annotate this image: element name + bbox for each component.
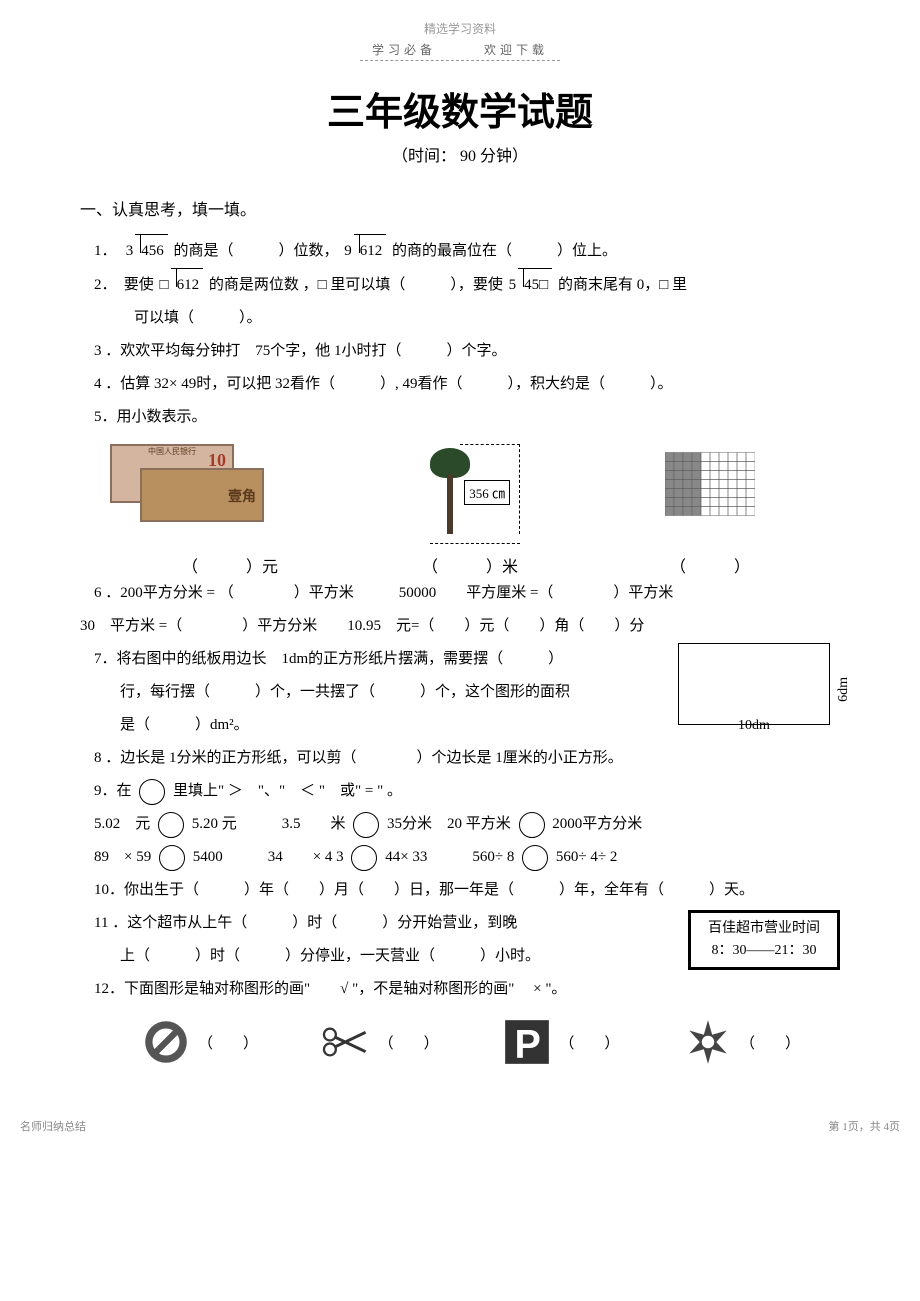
star-icon xyxy=(682,1016,734,1068)
q9-r1a: 5.02 元 xyxy=(94,816,154,832)
q11-a: 11 ．这个超市从上午（ ）时（ ）分开始营业，到晚 xyxy=(94,907,668,940)
question-5-head: 5．用小数表示。 xyxy=(94,401,840,434)
store-name: 百佳超市营业时间 xyxy=(708,918,820,940)
p-sign-icon: P xyxy=(501,1016,553,1068)
question-12-shapes: （ ） （ ） P （ ） （ ） xyxy=(140,1016,800,1068)
q5-tree-cell: 356 ㎝ xyxy=(350,444,590,549)
q9-r2d: 560÷ 4÷ 2 xyxy=(556,849,617,865)
circle-icon xyxy=(519,812,545,838)
q2-a: 要使 xyxy=(124,277,158,293)
q1-div1-dividend: 456 xyxy=(135,234,168,268)
q1-mid: 的商是（ ）位数， xyxy=(174,243,339,259)
store-hours: 8：30——21：30 xyxy=(708,940,820,962)
q1-div2: 9612 xyxy=(344,234,386,268)
question-9-head: 9．在 里填上" ＞ "、" ＜ " 或" = " 。 xyxy=(94,775,840,808)
q9-r1c: 35分米 20 平方米 xyxy=(387,816,515,832)
q9-r1b: 5.20 元 3.5 米 xyxy=(192,816,350,832)
question-12-head: 12．下面图形是轴对称图形的画" √ "，不是轴对称图形的画" × "。 xyxy=(94,973,840,1006)
banknote-jiao xyxy=(140,468,264,522)
q12-blank3: （ ） xyxy=(559,1032,619,1053)
shape-scissors: （ ） xyxy=(321,1016,439,1068)
q12-blank4: （ ） xyxy=(740,1032,800,1053)
q7-width-label: 10dm xyxy=(679,711,829,742)
q1-num: 1． xyxy=(94,235,120,268)
q2-b: 的商是两位数 ，□ 里可以填（ ），要使 xyxy=(209,277,507,293)
question-2: 2． 要使 □612 的商是两位数 ，□ 里可以填（ ），要使 545□ 的商末… xyxy=(94,268,840,335)
store-hours-box: 百佳超市营业时间 8：30——21：30 xyxy=(688,910,840,971)
q2-div1: □612 xyxy=(160,268,204,302)
circle-icon xyxy=(158,812,184,838)
question-6a: 6 ．200平方分米 = （ ）平方米 50000 平方厘米 =（ ）平方米 xyxy=(94,577,840,610)
q9-r2b: 5400 34 × 4 3 xyxy=(193,849,348,865)
shape-p: P （ ） xyxy=(501,1016,619,1068)
q5-captions: （ ）元 （ ）米 （ ） xyxy=(110,553,830,577)
q7-c: 是（ ）dm²。 xyxy=(120,709,668,742)
page-subtitle: （时间： 90 分钟） xyxy=(80,142,840,166)
question-7: 7．将右图中的纸板用边长 1dm的正方形纸片摆满，需要摆（ ） 行，每行摆（ ）… xyxy=(94,643,840,742)
question-9-row2: 89 × 59 5400 34 × 4 3 44× 33 560÷ 8 560÷… xyxy=(94,841,840,874)
q5-grid-cell xyxy=(590,444,830,549)
q9-r2a: 89 × 59 xyxy=(94,849,155,865)
question-3: 3 ．欢欢平均每分钟打 75个字，他 1小时打（ ）个字。 xyxy=(94,335,840,368)
question-5-images: 中国人民银行 356 ㎝ xyxy=(110,444,830,549)
q5-money-cell: 中国人民银行 xyxy=(110,444,350,549)
q2-div2: 545□ xyxy=(509,268,553,302)
q9-r2c: 44× 33 560÷ 8 xyxy=(385,849,518,865)
circle-icon xyxy=(353,812,379,838)
q2-div1-dividend: 612 xyxy=(171,268,204,302)
circle-icon xyxy=(139,779,165,805)
section-1-head: 一、认真思考，填一填。 xyxy=(80,196,840,220)
question-8: 8 ．边长是 1分米的正方形纸，可以剪（ ）个边长是 1厘米的小正方形。 xyxy=(94,742,840,775)
question-9-row1: 5.02 元 5.20 元 3.5 米 35分米 20 平方米 2000平方分米 xyxy=(94,808,840,841)
q1-div1: 3456 xyxy=(126,234,168,268)
grid-image xyxy=(665,444,755,524)
q7-height-label: 6dm xyxy=(829,677,860,702)
page-footer: 名师归纳总结 第 1页，共 4页 xyxy=(0,1118,920,1134)
top-label: 精选学习资料 xyxy=(80,20,840,37)
tree-image: 356 ㎝ xyxy=(400,444,540,544)
q5-cap1: （ ）元 xyxy=(110,553,350,577)
scissors-icon xyxy=(321,1016,373,1068)
circle-icon xyxy=(159,845,185,871)
q9-head-a: 9．在 xyxy=(94,783,135,799)
question-1: 1． 3456 的商是（ ）位数， 9612 的商的最高位在（ ）位上。 xyxy=(94,234,840,268)
q5-cap2: （ ）米 xyxy=(350,553,590,577)
question-6b: 30 平方米 =（ ）平方分米 10.95 元=（ ）元（ ）角（ ）分 xyxy=(80,610,840,643)
tree-height-label: 356 ㎝ xyxy=(464,480,510,505)
banknote-label: 中国人民银行 xyxy=(148,447,196,456)
q7-b: 行，每行摆（ ）个，一共摆了（ ）个，这个图形的面积 xyxy=(120,676,668,709)
q7-rectangle: 10dm 6dm xyxy=(678,643,830,725)
money-image: 中国人民银行 xyxy=(110,444,260,514)
shape-star: （ ） xyxy=(682,1016,800,1068)
circle-icon xyxy=(351,845,377,871)
q1-tail: 的商的最高位在（ ）位上。 xyxy=(392,243,617,259)
q12-blank1: （ ） xyxy=(198,1032,258,1053)
page-title: 三年级数学试题 xyxy=(80,81,840,136)
q5-cap3: （ ） xyxy=(590,553,830,577)
footer-left: 名师归纳总结 xyxy=(20,1118,86,1134)
q2-c: 的商末尾有 0，□ 里 xyxy=(558,277,687,293)
q1-div2-dividend: 612 xyxy=(354,234,387,268)
q7-a: 7．将右图中的纸板用边长 1dm的正方形纸片摆满，需要摆（ ） xyxy=(94,643,668,676)
q12-blank2: （ ） xyxy=(379,1032,439,1053)
svg-text:P: P xyxy=(515,1023,541,1067)
question-10: 10．你出生于（ ）年（ ）月（ ）日，那一年是（ ）年，全年有（ ）天。 xyxy=(94,874,840,907)
q11-b: 上（ ）时（ ）分停业，一天营业（ ）小时。 xyxy=(120,940,668,973)
q9-head-b: 里填上" ＞ "、" ＜ " 或" = " 。 xyxy=(173,783,402,799)
question-4: 4 ．估算 32× 49时，可以把 32看作（ ）, 49看作（ ），积大约是（… xyxy=(94,368,840,401)
q2-div2-dividend: 45□ xyxy=(518,268,552,302)
q9-r1d: 2000平方分米 xyxy=(552,816,642,832)
q2-d: 可以填（ ）。 xyxy=(134,310,262,326)
shape-prohibit: （ ） xyxy=(140,1016,258,1068)
top-sub: 学习必备 欢迎下载 xyxy=(360,41,560,61)
question-11: 11 ．这个超市从上午（ ）时（ ）分开始营业，到晚 上（ ）时（ ）分停业，一… xyxy=(94,907,840,973)
prohibit-icon xyxy=(140,1016,192,1068)
circle-icon xyxy=(522,845,548,871)
q2-num: 2． xyxy=(94,269,120,302)
footer-right: 第 1页，共 4页 xyxy=(829,1118,901,1134)
